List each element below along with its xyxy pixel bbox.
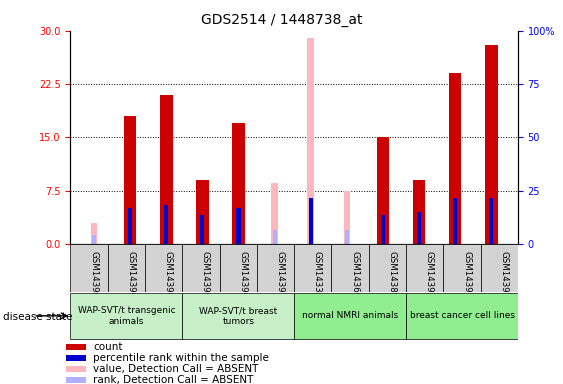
Text: normal NMRI animals: normal NMRI animals <box>302 311 398 320</box>
Bar <box>196 180 209 244</box>
Bar <box>489 198 493 244</box>
Bar <box>66 344 86 350</box>
Bar <box>128 208 132 244</box>
Text: WAP-SVT/t transgenic
animals: WAP-SVT/t transgenic animals <box>78 306 175 326</box>
Bar <box>449 73 462 244</box>
Bar <box>66 355 86 361</box>
Bar <box>294 293 406 339</box>
Text: GSM143916: GSM143916 <box>499 251 508 304</box>
Text: GSM143906: GSM143906 <box>164 251 173 304</box>
Bar <box>369 244 406 292</box>
Text: value, Detection Call = ABSENT: value, Detection Call = ABSENT <box>93 364 259 374</box>
Text: count: count <box>93 342 123 352</box>
Bar <box>66 377 86 383</box>
Bar <box>453 198 457 244</box>
Text: GSM143908: GSM143908 <box>201 251 210 304</box>
Bar <box>182 293 294 339</box>
Bar <box>343 190 350 244</box>
Bar <box>271 184 278 244</box>
Text: percentile rank within the sample: percentile rank within the sample <box>93 353 269 363</box>
Bar <box>417 212 421 244</box>
Bar <box>70 293 182 339</box>
Bar <box>481 244 518 292</box>
Bar <box>381 215 385 244</box>
Text: WAP-SVT/t breast
tumors: WAP-SVT/t breast tumors <box>199 306 278 326</box>
Bar <box>108 244 145 292</box>
Bar <box>406 244 444 292</box>
Bar <box>345 230 348 244</box>
Bar <box>332 244 369 292</box>
Text: GDS2514 / 1448738_at: GDS2514 / 1448738_at <box>201 13 362 27</box>
Text: GSM143891: GSM143891 <box>387 251 396 304</box>
Bar <box>236 223 240 244</box>
Bar <box>92 235 96 244</box>
Text: rank, Detection Call = ABSENT: rank, Detection Call = ABSENT <box>93 375 254 384</box>
Text: GSM143903: GSM143903 <box>89 251 98 304</box>
Text: GSM143913: GSM143913 <box>425 251 434 304</box>
Bar <box>66 366 86 372</box>
Bar <box>145 244 182 292</box>
Bar <box>413 180 426 244</box>
Text: GSM143915: GSM143915 <box>462 251 471 304</box>
Bar <box>406 293 518 339</box>
Bar <box>485 45 498 244</box>
Bar <box>200 215 204 244</box>
Bar <box>220 244 257 292</box>
Bar <box>236 208 240 244</box>
Text: breast cancer cell lines: breast cancer cell lines <box>409 311 515 320</box>
Bar <box>444 244 481 292</box>
Bar <box>294 244 332 292</box>
Bar <box>307 38 314 244</box>
Bar <box>91 223 97 244</box>
Bar <box>124 116 136 244</box>
Bar <box>309 198 313 244</box>
Bar <box>182 244 220 292</box>
Text: GSM143697: GSM143697 <box>350 251 359 304</box>
Text: GSM143330: GSM143330 <box>313 251 322 304</box>
Bar <box>272 230 276 244</box>
Text: disease state: disease state <box>3 312 72 322</box>
Text: GSM143909: GSM143909 <box>238 251 247 303</box>
Bar <box>160 94 172 244</box>
Bar <box>164 205 168 244</box>
Bar <box>309 198 312 244</box>
Text: GSM143911: GSM143911 <box>275 251 284 304</box>
Bar <box>70 244 108 292</box>
Bar <box>377 137 389 244</box>
Bar <box>257 244 294 292</box>
Text: GSM143904: GSM143904 <box>126 251 135 304</box>
Bar <box>232 123 245 244</box>
